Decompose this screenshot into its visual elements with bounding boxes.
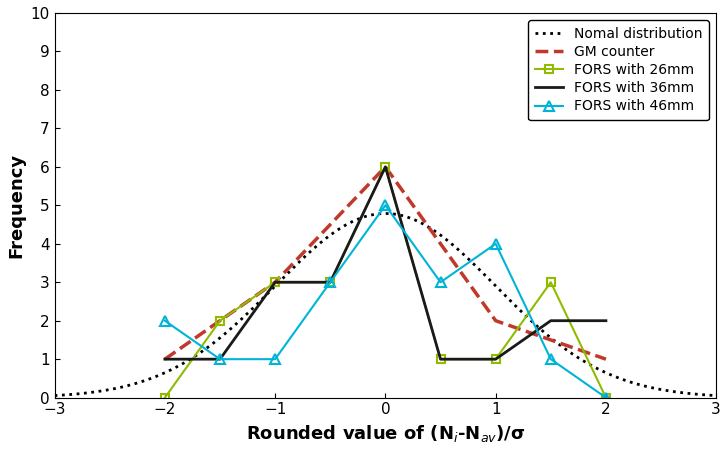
FORS with 36mm xyxy=(601,318,610,323)
Nomal distribution xyxy=(457,250,466,255)
FORS with 46mm xyxy=(215,356,224,362)
Nomal distribution xyxy=(380,211,389,216)
FORS with 36mm xyxy=(381,164,389,170)
FORS with 46mm xyxy=(547,356,555,362)
Nomal distribution xyxy=(610,373,619,379)
Y-axis label: Frequency: Frequency xyxy=(7,153,25,258)
GM counter xyxy=(160,356,169,362)
Nomal distribution xyxy=(444,239,453,244)
Nomal distribution xyxy=(652,386,661,391)
FORS with 36mm xyxy=(160,356,169,362)
FORS with 46mm xyxy=(326,280,335,285)
Line: FORS with 46mm: FORS with 46mm xyxy=(160,200,611,402)
FORS with 36mm xyxy=(547,318,555,323)
GM counter xyxy=(491,318,500,323)
Nomal distribution xyxy=(712,393,721,398)
FORS with 26mm xyxy=(436,356,445,362)
FORS with 26mm xyxy=(491,356,500,362)
FORS with 36mm xyxy=(491,356,500,362)
Line: GM counter: GM counter xyxy=(165,167,606,359)
Nomal distribution xyxy=(446,240,455,246)
FORS with 46mm xyxy=(491,241,500,246)
FORS with 36mm xyxy=(215,356,224,362)
Nomal distribution xyxy=(52,393,61,398)
FORS with 26mm xyxy=(160,395,169,400)
FORS with 26mm xyxy=(381,164,389,170)
FORS with 26mm xyxy=(601,395,610,400)
FORS with 36mm xyxy=(436,356,445,362)
FORS with 26mm xyxy=(215,318,224,323)
FORS with 26mm xyxy=(326,280,335,285)
FORS with 46mm xyxy=(601,395,610,400)
FORS with 46mm xyxy=(160,318,169,323)
FORS with 46mm xyxy=(381,202,389,208)
Line: FORS with 36mm: FORS with 36mm xyxy=(165,167,606,359)
Nomal distribution xyxy=(50,393,59,398)
FORS with 36mm xyxy=(326,280,335,285)
Line: FORS with 26mm: FORS with 26mm xyxy=(161,163,610,402)
Legend: Nomal distribution, GM counter, FORS with 26mm, FORS with 36mm, FORS with 46mm: Nomal distribution, GM counter, FORS wit… xyxy=(528,20,709,120)
FORS with 46mm xyxy=(271,356,280,362)
GM counter xyxy=(601,356,610,362)
FORS with 46mm xyxy=(436,280,445,285)
FORS with 26mm xyxy=(547,280,555,285)
GM counter xyxy=(381,164,389,170)
GM counter xyxy=(271,280,280,285)
X-axis label: Rounded value of (N$_i$-N$_{av}$)/σ: Rounded value of (N$_i$-N$_{av}$)/σ xyxy=(245,423,525,444)
FORS with 26mm xyxy=(271,280,280,285)
Line: Nomal distribution: Nomal distribution xyxy=(55,213,716,396)
FORS with 36mm xyxy=(271,280,280,285)
